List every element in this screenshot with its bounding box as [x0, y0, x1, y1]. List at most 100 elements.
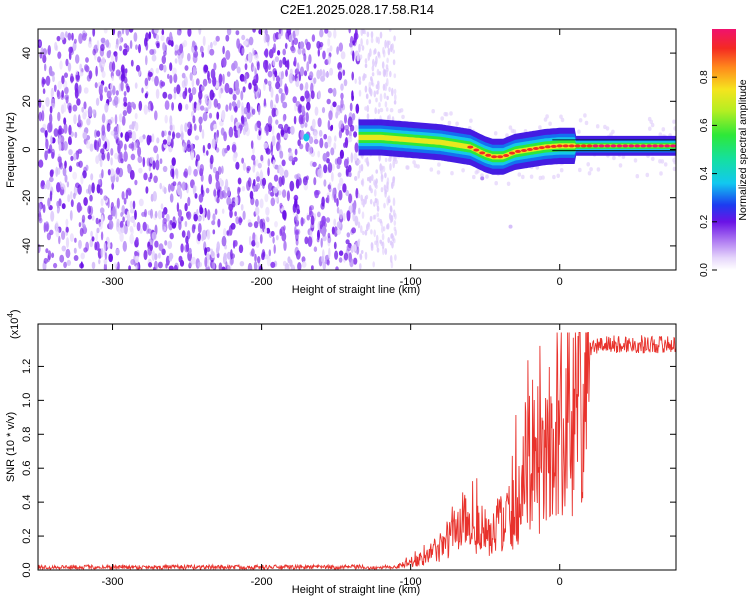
noise-blob — [179, 259, 185, 267]
noise-blob — [278, 29, 282, 35]
halo-speckle — [635, 174, 640, 179]
noise-blob — [375, 97, 378, 103]
noise-blob — [237, 177, 242, 185]
noise-blob — [350, 152, 354, 164]
noise-blob — [276, 182, 280, 189]
noise-blob — [381, 61, 385, 69]
noise-blob — [278, 59, 283, 68]
noise-blob — [194, 135, 200, 141]
noise-blob — [348, 193, 353, 204]
noise-blob — [358, 76, 362, 81]
noise-blob — [173, 86, 177, 94]
noise-blob — [337, 183, 341, 191]
noise-blob — [275, 75, 281, 83]
noise-blob — [293, 156, 298, 162]
noise-blob — [112, 206, 116, 217]
noise-blob — [273, 187, 278, 194]
noise-blob — [44, 130, 48, 138]
noise-blob — [321, 226, 327, 237]
halo-speckle — [461, 168, 465, 173]
noise-blob — [41, 104, 45, 112]
noise-blob — [272, 159, 276, 168]
halo-speckle — [659, 171, 663, 176]
noise-blob — [335, 266, 339, 270]
noise-blob — [169, 193, 174, 203]
noise-blob — [107, 242, 111, 249]
noise-blob — [344, 114, 347, 124]
noise-blob — [390, 44, 393, 53]
noise-blob — [120, 212, 124, 217]
halo-speckle — [406, 165, 410, 170]
noise-blob — [45, 179, 51, 190]
noise-blob — [188, 87, 192, 94]
noise-blob — [112, 99, 117, 106]
noise-blob — [319, 137, 324, 149]
noise-blob — [227, 263, 232, 270]
noise-blob — [195, 78, 200, 86]
halo-speckle — [472, 174, 476, 180]
noise-blob — [279, 150, 284, 159]
noise-blob — [352, 40, 355, 46]
noise-blob — [326, 98, 331, 105]
halo-speckle — [586, 162, 590, 167]
noise-blob — [326, 259, 330, 266]
noise-blob — [334, 250, 339, 260]
noise-blob — [212, 166, 217, 174]
noise-blob — [294, 198, 298, 208]
noise-blob — [237, 127, 241, 138]
noise-blob — [131, 130, 137, 142]
ridge-core — [515, 149, 521, 153]
noise-blob — [260, 154, 264, 162]
noise-blob — [333, 29, 337, 39]
noise-blob — [194, 193, 198, 199]
noise-blob — [61, 230, 66, 240]
noise-blob — [134, 82, 138, 89]
noise-blob — [333, 193, 337, 203]
noise-blob — [106, 122, 111, 132]
noise-blob — [386, 196, 390, 206]
halo-speckle — [512, 129, 517, 134]
noise-blob — [383, 202, 386, 209]
noise-blob — [279, 202, 283, 209]
snr-axes: -300 -200 -100 0 0.0 0.2 0.4 0.6 0.8 1.0 1.2 — [21, 324, 676, 588]
noise-blob — [354, 32, 357, 43]
noise-blob — [70, 73, 74, 84]
noise-blob — [57, 156, 62, 163]
noise-blob — [359, 54, 363, 60]
noise-blob — [110, 157, 113, 166]
noise-blob — [68, 51, 72, 60]
noise-blob — [385, 69, 389, 78]
noise-blob — [118, 113, 123, 123]
noise-blob — [78, 222, 82, 228]
noise-blob — [323, 179, 327, 187]
noise-blob — [239, 261, 245, 267]
noise-blob — [365, 93, 369, 99]
noise-blob — [187, 29, 192, 37]
noise-blob — [73, 153, 77, 161]
noise-blob — [191, 111, 194, 117]
noise-blob — [97, 179, 102, 186]
noise-blob — [65, 226, 69, 233]
x-tick-label: -300 — [102, 276, 124, 288]
noise-blob — [320, 75, 326, 82]
noise-blob — [232, 240, 236, 249]
noise-blob — [299, 66, 305, 77]
noise-blob — [215, 246, 220, 255]
noise-blob — [290, 46, 296, 54]
noise-blob — [288, 73, 294, 84]
noise-blob — [340, 83, 344, 91]
halo-speckle — [548, 121, 552, 126]
noise-blob — [109, 242, 113, 250]
noise-blob — [270, 99, 274, 110]
noise-blob — [326, 47, 330, 54]
noise-blob — [203, 64, 209, 73]
noise-blob — [51, 151, 55, 159]
noise-blob — [172, 131, 175, 140]
noise-blob — [391, 235, 395, 242]
noise-blob — [357, 221, 361, 229]
noise-blob — [164, 100, 170, 110]
noise-blob — [91, 182, 95, 194]
noise-blob — [221, 147, 226, 157]
noise-blob — [167, 39, 172, 46]
noise-blob — [374, 107, 378, 115]
